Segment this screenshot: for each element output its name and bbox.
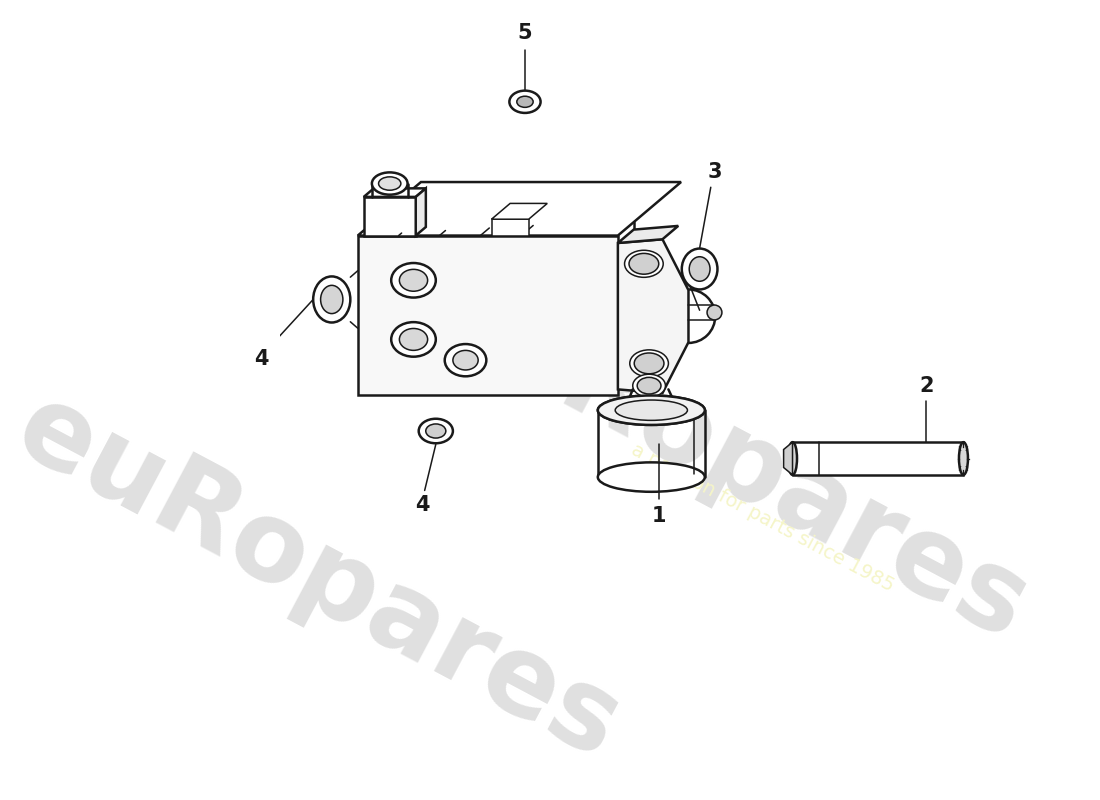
Ellipse shape — [788, 442, 798, 475]
Polygon shape — [618, 239, 689, 393]
Polygon shape — [364, 188, 426, 197]
Polygon shape — [492, 219, 529, 235]
Polygon shape — [792, 442, 964, 475]
Ellipse shape — [631, 404, 671, 416]
Text: 3: 3 — [707, 162, 722, 182]
Ellipse shape — [625, 250, 663, 278]
Text: a passion for parts since 1985: a passion for parts since 1985 — [628, 440, 898, 595]
Ellipse shape — [959, 442, 968, 475]
Text: euRopares: euRopares — [0, 374, 638, 782]
Polygon shape — [364, 197, 416, 235]
Ellipse shape — [597, 462, 705, 492]
Ellipse shape — [637, 378, 661, 394]
Ellipse shape — [635, 353, 664, 374]
Ellipse shape — [320, 286, 343, 314]
Polygon shape — [416, 188, 426, 235]
Ellipse shape — [630, 350, 669, 377]
Ellipse shape — [392, 322, 436, 357]
Text: 5: 5 — [518, 23, 532, 43]
Ellipse shape — [509, 90, 540, 113]
Ellipse shape — [419, 418, 453, 443]
Polygon shape — [358, 182, 681, 235]
Ellipse shape — [690, 257, 710, 282]
Ellipse shape — [632, 374, 666, 397]
Ellipse shape — [517, 96, 534, 107]
Polygon shape — [492, 203, 548, 219]
Text: 2: 2 — [918, 377, 934, 397]
Ellipse shape — [444, 344, 486, 376]
Text: 4: 4 — [254, 349, 268, 369]
Polygon shape — [618, 226, 679, 243]
Ellipse shape — [392, 263, 436, 298]
Ellipse shape — [453, 350, 478, 370]
Ellipse shape — [707, 305, 722, 320]
Text: 1: 1 — [651, 506, 666, 526]
Ellipse shape — [597, 395, 705, 425]
Ellipse shape — [597, 395, 705, 425]
Ellipse shape — [372, 172, 408, 194]
Ellipse shape — [615, 400, 688, 420]
Text: 4: 4 — [415, 495, 430, 515]
Text: euRopares: euRopares — [406, 254, 1045, 662]
Polygon shape — [783, 442, 792, 475]
Ellipse shape — [615, 400, 688, 420]
Ellipse shape — [629, 254, 659, 274]
Ellipse shape — [378, 177, 400, 190]
Ellipse shape — [426, 424, 446, 438]
Ellipse shape — [314, 277, 350, 322]
Ellipse shape — [399, 329, 428, 350]
Polygon shape — [358, 235, 618, 395]
Ellipse shape — [399, 270, 428, 291]
Ellipse shape — [682, 249, 717, 290]
